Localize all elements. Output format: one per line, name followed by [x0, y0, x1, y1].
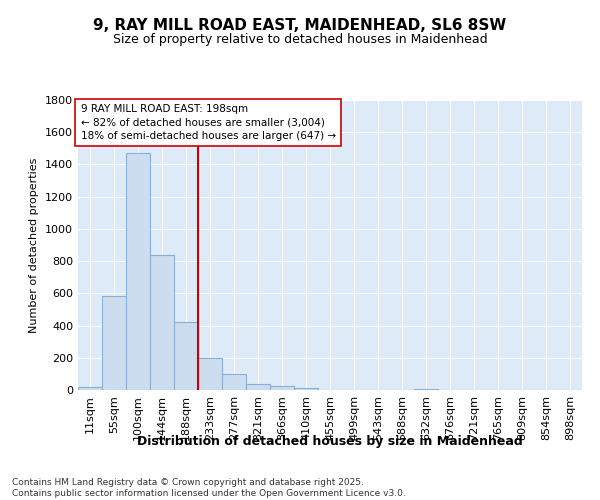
- Y-axis label: Number of detached properties: Number of detached properties: [29, 158, 40, 332]
- Bar: [174, 322, 198, 390]
- Text: Size of property relative to detached houses in Maidenhead: Size of property relative to detached ho…: [113, 32, 487, 46]
- Bar: [102, 296, 126, 390]
- Bar: [78, 387, 102, 390]
- Bar: [414, 389, 438, 390]
- Bar: [294, 388, 318, 390]
- Text: 9, RAY MILL ROAD EAST, MAIDENHEAD, SL6 8SW: 9, RAY MILL ROAD EAST, MAIDENHEAD, SL6 8…: [94, 18, 506, 32]
- Text: Distribution of detached houses by size in Maidenhead: Distribution of detached houses by size …: [137, 435, 523, 448]
- Bar: [150, 256, 174, 390]
- Bar: [198, 358, 222, 390]
- Bar: [126, 153, 150, 390]
- Bar: [270, 386, 294, 390]
- Text: Contains HM Land Registry data © Crown copyright and database right 2025.
Contai: Contains HM Land Registry data © Crown c…: [12, 478, 406, 498]
- Bar: [246, 384, 270, 390]
- Text: 9 RAY MILL ROAD EAST: 198sqm
← 82% of detached houses are smaller (3,004)
18% of: 9 RAY MILL ROAD EAST: 198sqm ← 82% of de…: [80, 104, 335, 141]
- Bar: [222, 374, 246, 390]
